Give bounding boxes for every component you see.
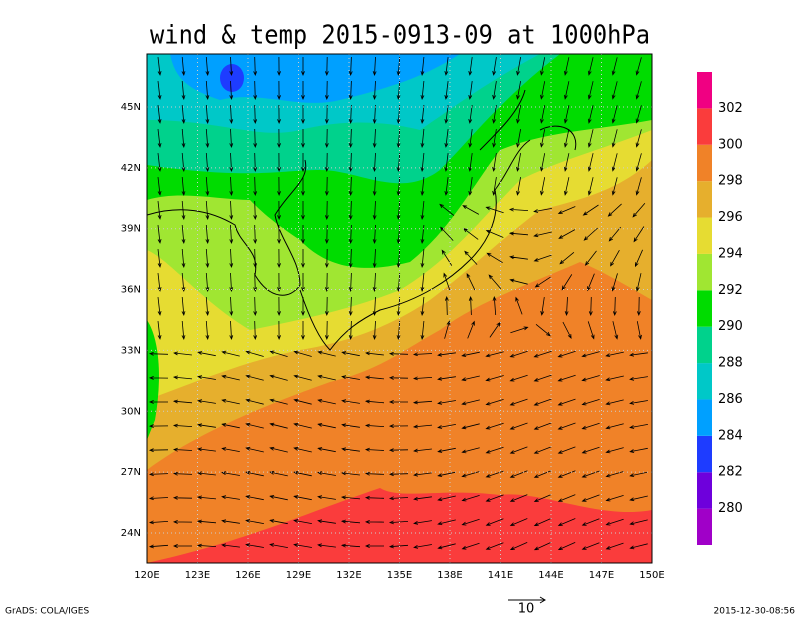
temperature-field <box>147 54 652 563</box>
lon-label: 129E <box>286 570 311 581</box>
vector-legend-label: 10 <box>518 602 535 617</box>
colorbar-label: 294 <box>718 246 743 261</box>
temp-region <box>220 64 244 92</box>
colorbar-label: 302 <box>718 101 743 116</box>
colorbar-band <box>697 290 712 327</box>
colorbar-label: 282 <box>718 465 743 480</box>
lat-label: 36N <box>121 285 141 296</box>
map-title: wind & temp 2015-0913-09 at 1000hPa <box>150 21 650 51</box>
lon-label: 132E <box>336 570 361 581</box>
lat-label: 45N <box>121 102 141 113</box>
colorbar: 280 282 284 286 288 290 292 294 296 298 300 302 <box>697 72 743 545</box>
lon-label: 150E <box>639 570 664 581</box>
colorbar-band <box>697 217 712 254</box>
lat-label: 30N <box>121 406 141 417</box>
colorbar-label: 298 <box>718 174 743 189</box>
colorbar-band <box>697 326 712 364</box>
colorbar-label: 284 <box>718 428 743 443</box>
temp-region <box>170 54 460 103</box>
colorbar-band <box>697 435 712 473</box>
colorbar-label: 296 <box>718 210 743 225</box>
footer-right: 2015-12-30-08:56 <box>714 607 796 617</box>
colorbar-label: 290 <box>718 319 743 334</box>
lat-label: 39N <box>121 224 141 235</box>
colorbar-band <box>697 181 712 218</box>
lat-label: 42N <box>121 163 141 174</box>
lon-label: 138E <box>437 570 462 581</box>
axis-labels: 24N 27N 30N 33N 36N 39N 42N 45N 120E 123E 126E 129E… <box>121 102 665 581</box>
colorbar-band <box>697 472 712 509</box>
coastline <box>147 89 577 351</box>
colorbar-label: 280 <box>718 501 743 516</box>
colorbar-label: 292 <box>718 283 743 298</box>
lon-label: 144E <box>538 570 563 581</box>
colorbar-band <box>697 508 712 545</box>
lon-label: 141E <box>488 570 513 581</box>
colorbar-band <box>697 399 712 436</box>
lon-label: 123E <box>185 570 210 581</box>
colorbar-band <box>697 144 712 182</box>
colorbar-label: 300 <box>718 137 743 152</box>
lon-label: 126E <box>235 570 260 581</box>
lat-label: 24N <box>121 528 141 539</box>
colorbar-band <box>697 108 712 145</box>
footer-left: GrADS: COLA/IGES <box>5 607 89 617</box>
wind-vectors <box>148 56 648 551</box>
map-frame <box>146 53 653 564</box>
lat-label: 27N <box>121 467 141 478</box>
colorbar-band <box>697 253 712 291</box>
lon-label: 135E <box>387 570 412 581</box>
colorbar-band <box>697 72 712 109</box>
lon-label: 147E <box>589 570 614 581</box>
vector-legend-arrow <box>508 596 546 604</box>
colorbar-band <box>697 363 712 400</box>
colorbar-label: 286 <box>718 392 743 407</box>
lon-label: 120E <box>134 570 159 581</box>
colorbar-label: 288 <box>718 356 743 371</box>
lat-label: 33N <box>121 345 141 356</box>
